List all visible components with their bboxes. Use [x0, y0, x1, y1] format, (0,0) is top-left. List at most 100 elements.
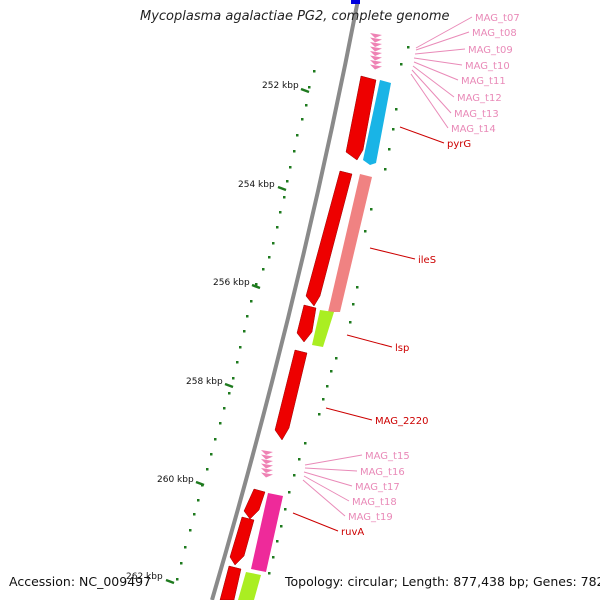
gene-label: MAG_t08 — [472, 28, 517, 39]
gc-mark — [246, 315, 249, 318]
cog-bar — [251, 493, 283, 572]
gene-label: MAG_t16 — [360, 467, 405, 478]
gc-mark — [206, 468, 209, 471]
genome-title: Mycoplasma agalactiae PG2, complete geno… — [140, 9, 450, 24]
gc-mark — [352, 303, 355, 306]
gc-mark — [193, 513, 196, 516]
gc-mark — [400, 63, 403, 66]
trna-mark — [370, 42, 382, 47]
scale-tick-label: 254 kbp — [238, 180, 275, 190]
scale-tick-label: 256 kbp — [213, 278, 250, 288]
gene-label: MAG_t07 — [475, 13, 520, 24]
gc-mark — [223, 407, 226, 410]
gc-mark — [284, 508, 287, 511]
cds-arrow — [305, 170, 353, 307]
gc-mark — [228, 392, 231, 395]
gc-mark — [268, 572, 271, 575]
trna-mark — [370, 51, 382, 56]
gc-mark — [407, 46, 410, 49]
gc-mark — [180, 562, 183, 565]
label-leaders — [292, 16, 473, 532]
cds-arrow — [345, 75, 377, 161]
summary-text: Topology: circular; Length: 877,438 bp; … — [285, 574, 600, 589]
accession-text: Accession: NC_009497 — [9, 574, 152, 589]
gc-mark — [272, 242, 275, 245]
gene-label: ruvA — [341, 527, 364, 538]
gc-mark — [305, 104, 308, 107]
gc-content-track — [176, 46, 410, 581]
leader-line — [410, 73, 449, 129]
scale-ticks: 252 kbp 254 kbp 256 kbp 258 kbp 260 kbp 262 k… — [126, 81, 310, 585]
feature-track — [219, 33, 391, 600]
gene-labels: MAG_t07 MAG_t08 MAG_t09 MAG_t10 MAG_t11 MAG_t… — [341, 13, 520, 538]
trna-mark — [261, 468, 273, 473]
trna-mark — [261, 454, 273, 460]
trna-mark — [370, 55, 382, 61]
gene-label: MAG_t14 — [451, 124, 496, 135]
scale-tick — [277, 185, 287, 192]
scale-tick-label: 258 kbp — [186, 377, 223, 387]
gc-mark — [210, 453, 213, 456]
gc-mark — [395, 108, 398, 111]
trna-mark — [261, 472, 273, 478]
gc-mark — [197, 499, 200, 502]
gc-mark — [232, 377, 235, 380]
gc-mark — [326, 385, 329, 388]
scale-tick-label: 262 kbp — [126, 572, 163, 582]
gene-label: MAG_t19 — [348, 512, 393, 523]
gc-mark — [283, 196, 286, 199]
gc-mark — [293, 474, 296, 477]
gc-mark — [330, 370, 333, 373]
leader-line — [304, 467, 358, 472]
gc-mark — [289, 166, 292, 169]
leader-line — [399, 126, 445, 144]
gene-label: MAG_t11 — [461, 76, 506, 87]
gene-label: MAG_t15 — [365, 451, 410, 462]
gc-mark — [308, 86, 311, 89]
leader-line — [414, 48, 466, 55]
gc-mark — [276, 540, 279, 543]
gc-mark — [189, 529, 192, 532]
gc-mark — [322, 398, 325, 401]
trna-mark — [261, 450, 273, 455]
scale-tick-label: 260 kbp — [157, 475, 194, 485]
leader-line — [415, 16, 473, 49]
leader-line — [412, 65, 455, 98]
leader-line — [303, 471, 353, 487]
cog-bar — [312, 310, 334, 347]
gc-mark — [176, 578, 179, 581]
gc-mark — [288, 491, 291, 494]
scale-tick-label: 252 kbp — [262, 81, 299, 91]
gc-mark — [250, 300, 253, 303]
gc-mark — [318, 413, 321, 416]
leader-line — [302, 479, 346, 517]
gc-mark — [286, 180, 289, 183]
gc-mark — [335, 357, 338, 360]
cds-arrow — [243, 488, 266, 520]
cog-bar — [363, 80, 391, 165]
gc-mark — [349, 321, 352, 324]
gene-label: MAG_t18 — [352, 497, 397, 508]
cds-arrow — [229, 516, 255, 566]
leader-line — [413, 57, 463, 66]
gene-label: MAG_t17 — [355, 482, 400, 493]
cds-arrow — [296, 304, 317, 343]
gc-mark — [364, 230, 367, 233]
gc-mark — [239, 346, 242, 349]
gc-mark — [296, 134, 299, 137]
gc-mark — [243, 330, 246, 333]
gene-label: MAG_t13 — [454, 109, 499, 120]
trna-mark — [370, 37, 382, 43]
gc-mark — [356, 286, 359, 289]
gc-mark — [219, 422, 222, 425]
gc-mark — [236, 361, 239, 364]
trna-mark — [370, 46, 382, 52]
trna-mark — [370, 64, 382, 70]
leader-line — [325, 407, 373, 421]
leader-line — [415, 31, 470, 51]
leader-line — [304, 454, 363, 466]
gc-mark — [255, 283, 258, 286]
leader-line — [411, 69, 452, 114]
gene-label: MAG_t12 — [457, 93, 502, 104]
cds-arrow — [274, 349, 308, 441]
